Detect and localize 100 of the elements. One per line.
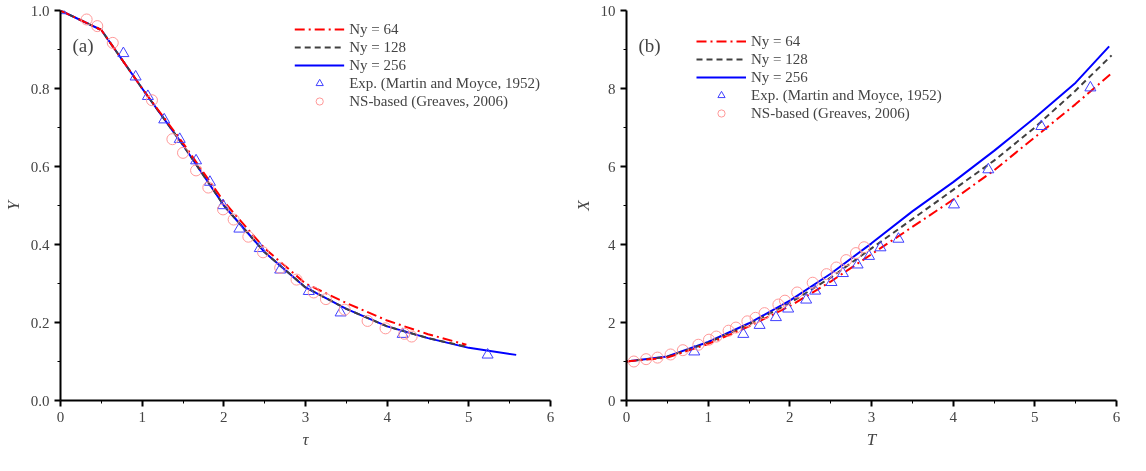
legend-label: Ny = 128 <box>751 50 808 68</box>
point <box>778 294 791 307</box>
legend-label: NS-based (Greaves, 2006) <box>751 104 910 122</box>
point <box>190 153 203 165</box>
point <box>173 132 186 143</box>
x-tick-label: 6 <box>1112 408 1121 425</box>
point <box>737 327 750 338</box>
point <box>80 13 93 26</box>
y-tick-label: 0.6 <box>30 158 50 175</box>
point <box>217 198 230 210</box>
point <box>892 232 905 243</box>
point <box>676 344 689 357</box>
y-tick-label: 0.4 <box>30 236 50 253</box>
point <box>840 254 853 267</box>
point <box>233 222 246 233</box>
point <box>405 330 418 343</box>
legend-label: Ny = 128 <box>349 38 406 56</box>
point <box>830 261 843 274</box>
annotation: (b) <box>638 34 661 57</box>
point <box>190 164 203 177</box>
x-tick-label: 0 <box>622 408 631 425</box>
point <box>753 318 766 329</box>
point <box>651 351 664 364</box>
x-tick-label: 0 <box>56 408 65 425</box>
y-tick-label: 2 <box>608 314 616 331</box>
y-axis-title: Y <box>3 199 23 211</box>
point <box>863 249 876 260</box>
point <box>702 333 715 346</box>
x-axis-title: T <box>866 429 878 449</box>
point <box>947 197 960 209</box>
point <box>627 355 640 368</box>
x-tick-label: 6 <box>546 408 555 425</box>
point <box>361 314 374 327</box>
x-tick-label: 5 <box>1031 408 1039 425</box>
point <box>379 322 392 335</box>
y-tick-label: 0.2 <box>30 314 50 331</box>
point <box>91 20 104 33</box>
point <box>729 321 742 334</box>
point <box>749 311 762 324</box>
point <box>722 324 735 337</box>
point <box>820 268 833 281</box>
point <box>1035 119 1048 131</box>
point <box>640 353 653 366</box>
point <box>302 284 315 295</box>
point <box>849 247 862 260</box>
y-tick-label: 8 <box>608 80 616 97</box>
point <box>158 112 171 124</box>
point <box>227 213 240 226</box>
point <box>858 241 871 254</box>
point <box>800 293 813 304</box>
y-tick-label: 0.8 <box>30 80 50 97</box>
point <box>806 276 819 289</box>
point <box>692 338 705 351</box>
point <box>809 284 822 295</box>
legend-label: Ny = 256 <box>349 56 406 74</box>
point <box>307 286 320 299</box>
point <box>758 307 771 320</box>
y-tick-label: 1.0 <box>30 2 50 19</box>
legend-label: Ny = 64 <box>751 32 801 50</box>
legend-label: NS-based (Greaves, 2006) <box>349 92 508 110</box>
point <box>334 305 347 317</box>
point <box>166 133 179 146</box>
point <box>177 146 189 159</box>
x-axis-title: τ <box>302 429 310 449</box>
point <box>202 181 215 194</box>
point <box>129 69 142 81</box>
point <box>769 310 782 322</box>
point <box>257 246 270 259</box>
point <box>851 257 864 269</box>
point <box>338 303 351 316</box>
y-tick-label: 4 <box>608 236 616 253</box>
x-tick-label: 3 <box>301 408 310 425</box>
point <box>242 230 255 243</box>
point <box>106 36 119 49</box>
x-tick-label: 1 <box>704 408 712 425</box>
point <box>772 298 785 311</box>
point <box>688 344 701 356</box>
x-tick-label: 1 <box>138 408 146 425</box>
point <box>145 94 158 107</box>
point <box>825 275 838 287</box>
point <box>319 293 332 306</box>
y-tick-label: 0 <box>608 392 616 409</box>
point <box>141 89 154 100</box>
x-tick-label: 2 <box>220 408 228 425</box>
point <box>782 302 795 313</box>
annotation: (a) <box>72 34 94 57</box>
point <box>253 241 266 253</box>
x-tick-label: 5 <box>465 408 473 425</box>
legend-label: Exp. (Martin and Moyce, 1952) <box>751 86 942 104</box>
legend-label: Exp. (Martin and Moyce, 1952) <box>349 74 540 92</box>
point <box>664 348 677 361</box>
legend-label: Ny = 64 <box>349 20 399 38</box>
point <box>874 240 887 252</box>
point <box>290 273 303 286</box>
x-tick-label: 2 <box>786 408 794 425</box>
point <box>217 203 230 216</box>
point <box>203 175 216 186</box>
x-tick-label: 4 <box>949 408 958 425</box>
point <box>481 348 494 359</box>
point <box>982 162 995 174</box>
